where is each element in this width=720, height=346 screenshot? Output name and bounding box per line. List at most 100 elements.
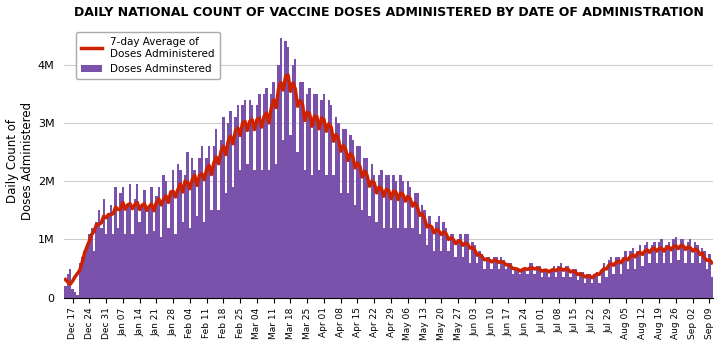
- Bar: [622, 257, 624, 298]
- Bar: [414, 193, 416, 298]
- Bar: [407, 181, 409, 298]
- Bar: [165, 181, 167, 298]
- Bar: [203, 222, 205, 298]
- Bar: [114, 187, 117, 298]
- Bar: [500, 257, 503, 298]
- Bar: [581, 272, 584, 298]
- Bar: [143, 190, 145, 298]
- Bar: [483, 268, 485, 298]
- Bar: [660, 239, 662, 298]
- Bar: [572, 268, 574, 298]
- Bar: [505, 268, 507, 298]
- Bar: [485, 257, 488, 298]
- Bar: [225, 193, 227, 298]
- Bar: [328, 100, 330, 298]
- Bar: [179, 170, 181, 298]
- Bar: [591, 283, 593, 298]
- Bar: [433, 251, 436, 298]
- Bar: [593, 274, 595, 298]
- Bar: [270, 94, 272, 298]
- Bar: [639, 245, 642, 298]
- Bar: [471, 242, 474, 298]
- Bar: [694, 242, 696, 298]
- Bar: [244, 100, 246, 298]
- Bar: [69, 268, 71, 298]
- Bar: [634, 268, 636, 298]
- Bar: [129, 184, 131, 298]
- Bar: [711, 277, 713, 298]
- Bar: [450, 234, 452, 298]
- Bar: [109, 204, 112, 298]
- Bar: [220, 140, 222, 298]
- Bar: [191, 158, 194, 298]
- Bar: [514, 268, 517, 298]
- Bar: [234, 117, 237, 298]
- Bar: [536, 266, 539, 298]
- Bar: [510, 263, 512, 298]
- Bar: [301, 82, 304, 298]
- Bar: [289, 135, 292, 298]
- Bar: [387, 175, 390, 298]
- Bar: [287, 47, 289, 298]
- Bar: [662, 263, 665, 298]
- Bar: [402, 181, 404, 298]
- Bar: [320, 100, 323, 298]
- Bar: [459, 234, 462, 298]
- Bar: [675, 237, 677, 298]
- Bar: [680, 239, 682, 298]
- Bar: [120, 193, 122, 298]
- Bar: [519, 274, 521, 298]
- Bar: [397, 228, 400, 298]
- Bar: [672, 239, 675, 298]
- Bar: [531, 263, 534, 298]
- Bar: [366, 158, 368, 298]
- Bar: [526, 274, 528, 298]
- Bar: [98, 210, 100, 298]
- Bar: [416, 193, 418, 298]
- Bar: [443, 222, 445, 298]
- Bar: [586, 274, 588, 298]
- Bar: [84, 251, 86, 298]
- Bar: [297, 152, 299, 298]
- Bar: [330, 106, 333, 298]
- Bar: [557, 266, 560, 298]
- Bar: [198, 158, 201, 298]
- Bar: [136, 184, 138, 298]
- Bar: [598, 283, 600, 298]
- Bar: [323, 94, 325, 298]
- Bar: [691, 263, 694, 298]
- Bar: [246, 164, 248, 298]
- Bar: [344, 129, 347, 298]
- Bar: [150, 187, 153, 298]
- Bar: [378, 175, 380, 298]
- Bar: [642, 266, 644, 298]
- Bar: [390, 228, 392, 298]
- Bar: [539, 266, 541, 298]
- Bar: [524, 268, 526, 298]
- Bar: [629, 251, 631, 298]
- Bar: [665, 245, 667, 298]
- Bar: [658, 242, 660, 298]
- Bar: [66, 274, 69, 298]
- Bar: [627, 268, 629, 298]
- Bar: [311, 175, 313, 298]
- Bar: [217, 210, 220, 298]
- Bar: [232, 187, 234, 298]
- Bar: [299, 82, 301, 298]
- Bar: [636, 251, 639, 298]
- Bar: [277, 65, 279, 298]
- Bar: [272, 82, 275, 298]
- Bar: [577, 280, 579, 298]
- Bar: [560, 263, 562, 298]
- Bar: [610, 257, 613, 298]
- Bar: [91, 228, 93, 298]
- Bar: [606, 277, 608, 298]
- Bar: [112, 234, 114, 298]
- Bar: [600, 268, 603, 298]
- Bar: [392, 175, 395, 298]
- Bar: [584, 283, 586, 298]
- Bar: [181, 222, 184, 298]
- Bar: [373, 175, 375, 298]
- Bar: [409, 187, 411, 298]
- Bar: [385, 175, 387, 298]
